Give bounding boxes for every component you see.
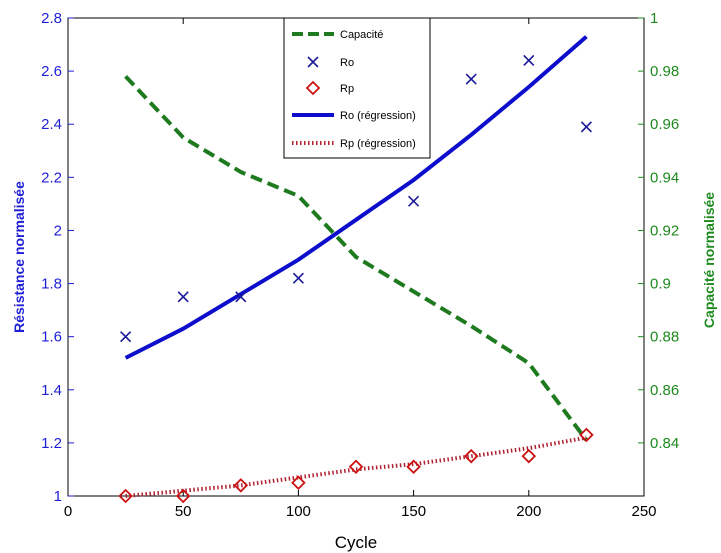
rp-point: [406, 459, 421, 475]
legend-ro: Ro: [307, 56, 354, 69]
ro-point: [580, 121, 592, 133]
legend-capacity: Capacité: [292, 29, 383, 41]
rp-point: [291, 475, 306, 490]
legend-rp: Rp: [305, 80, 354, 96]
x-tick-label: 250: [631, 503, 656, 520]
y-right-tick-label: 0.9: [650, 276, 671, 293]
rp-point: [118, 488, 133, 504]
ro-point-stroke: [580, 121, 592, 133]
rp-point: [521, 448, 537, 464]
y-right-tick-label: 0.92: [650, 222, 679, 239]
y-axis-left-label: Résistance normalisée: [11, 181, 27, 333]
ro-point: [235, 291, 247, 303]
legend-label: Rp: [340, 83, 354, 95]
ro-point: [120, 331, 132, 343]
y-right-tick-label: 0.86: [650, 382, 679, 399]
y-left-tick-label: 2.4: [41, 116, 62, 133]
legend-ro-regression: Ro (régression): [292, 110, 416, 122]
rp-point: [348, 459, 364, 475]
y-left-tick-label: 2.2: [41, 169, 62, 186]
legend-label: Capacité: [340, 29, 383, 41]
legend: Capacité Ro Rp Ro (régression) Rp (régressio…: [283, 17, 431, 159]
legend-label: Rp (régression): [340, 138, 416, 150]
ro-point: [523, 54, 535, 67]
y-right-tick-label: 0.88: [650, 329, 679, 346]
ro-point-stroke: [235, 291, 247, 303]
x-tick-label: 150: [401, 503, 426, 520]
ro-point-stroke: [177, 291, 189, 303]
y-right-tick-label: 0.98: [650, 63, 679, 80]
capacity-line: [124, 75, 589, 442]
rp-regression-line: [125, 435, 587, 498]
y-axis-right-label: Capacité normalisée: [701, 192, 717, 328]
y-right-tick-label: 0.84: [650, 435, 679, 452]
ro-point-stroke: [120, 331, 132, 343]
legend-label: Ro (régression): [340, 110, 416, 122]
ro-point: [292, 272, 304, 284]
y-right-tick-label: 0.96: [650, 116, 679, 133]
ro-point: [465, 73, 477, 85]
legend-box: [283, 17, 431, 159]
ro-point-stroke: [523, 54, 535, 67]
rp-point: [463, 448, 479, 464]
ro-point: [408, 195, 420, 207]
x-tick-label: 50: [175, 503, 192, 520]
x-axis-label: Cycle: [335, 533, 378, 552]
legend-swatch: [305, 80, 321, 96]
rp-point: [233, 478, 249, 493]
y-left-tick-label: 2.6: [41, 63, 62, 80]
ro-point-stroke: [292, 272, 304, 284]
rp-point: [579, 427, 594, 443]
ro-point: [177, 291, 189, 303]
ro-point-stroke: [465, 73, 477, 85]
legend-swatch: [307, 56, 319, 68]
y-left-tick-label: 1: [54, 488, 62, 505]
ro-point-stroke: [408, 195, 420, 207]
legend-rp-regression: Rp (régression): [292, 138, 416, 150]
rp-point: [175, 488, 191, 504]
x-tick-label: 200: [516, 503, 541, 520]
y-left-tick-label: 1.8: [41, 276, 62, 293]
ro-regression-line: [124, 35, 588, 360]
y-left-tick-label: 1.4: [41, 382, 62, 399]
legend-label: Ro: [340, 57, 354, 69]
y-left-tick-label: 1.2: [41, 435, 62, 452]
y-left-tick-label: 1.6: [41, 329, 62, 346]
y-left-tick-label: 2.8: [41, 10, 62, 27]
x-tick-label: 100: [286, 503, 311, 520]
y-right-tick-label: 1: [650, 10, 658, 27]
y-left-tick-label: 2: [54, 222, 62, 239]
x-tick-label: 0: [64, 503, 72, 520]
y-right-tick-label: 0.94: [650, 169, 679, 186]
